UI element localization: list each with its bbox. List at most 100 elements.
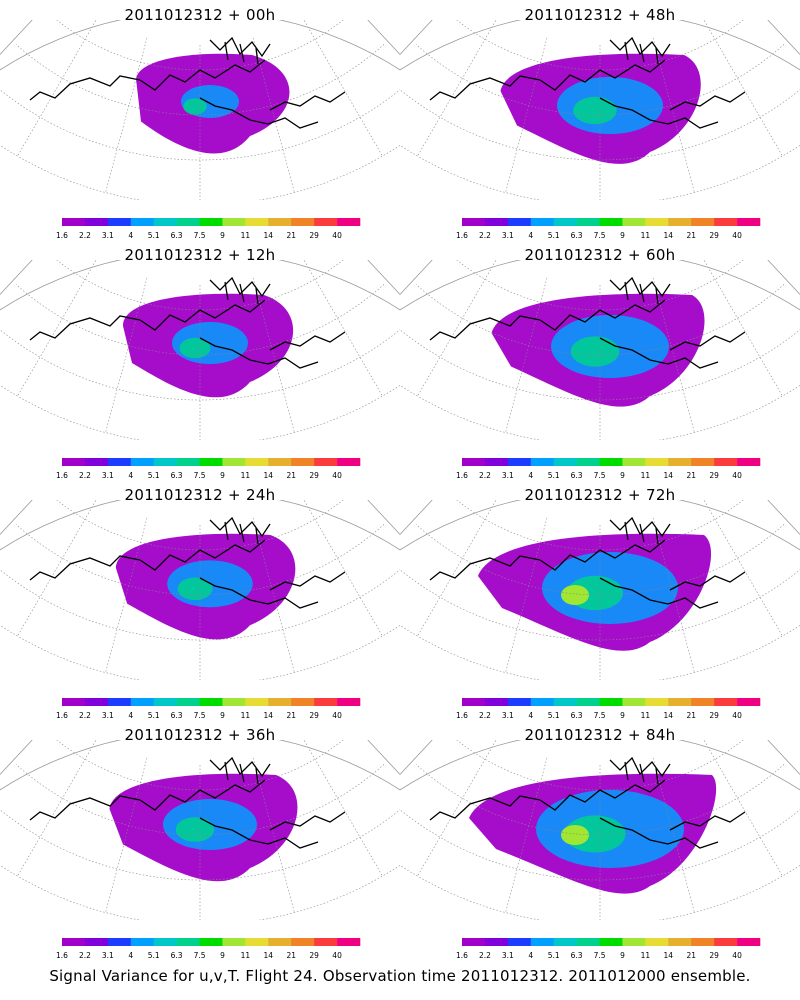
colorbar-label: 40 — [332, 951, 342, 960]
colorbar-swatch — [737, 218, 761, 226]
colorbar-swatch — [599, 218, 623, 226]
colorbar-label: 40 — [732, 471, 742, 480]
colorbar-swatch — [530, 458, 554, 466]
colorbar-label: 6.3 — [571, 711, 583, 720]
colorbar-label: 40 — [732, 711, 742, 720]
colorbar-swatch — [130, 698, 154, 706]
colorbar-label: 9 — [620, 231, 625, 240]
colorbar-label: 3.1 — [502, 231, 514, 240]
colorbar-label: 1.6 — [56, 231, 68, 240]
colorbar-swatch — [268, 458, 292, 466]
colorbar-swatch — [245, 458, 269, 466]
colorbar-label: 3.1 — [502, 711, 514, 720]
colorbar-label: 6.3 — [571, 471, 583, 480]
colorbar-label: 29 — [709, 231, 719, 240]
colorbar-swatch — [668, 458, 692, 466]
colorbar-label: 4 — [128, 231, 133, 240]
colorbar-label: 4 — [128, 951, 133, 960]
map-projection — [400, 20, 800, 200]
colorbar-label: 21 — [286, 471, 296, 480]
colorbar-label: 9 — [220, 471, 225, 480]
colorbar-swatch — [530, 218, 554, 226]
colorbar-label: 4 — [528, 711, 533, 720]
colorbar-label: 1.6 — [456, 951, 468, 960]
colorbar-swatch — [245, 698, 269, 706]
colorbar-swatch — [462, 938, 486, 946]
colorbar-label: 40 — [332, 231, 342, 240]
map-panel-p60: 2011012312 + 60h 1.6 2.2 3.1 4 5.1 6.3 7.5 9 11 14… — [400, 240, 800, 480]
map-boundary — [0, 260, 400, 311]
colorbar-label: 9 — [620, 471, 625, 480]
colorbar-label: 21 — [686, 711, 696, 720]
colorbar-label: 3.1 — [102, 231, 114, 240]
colorbar-label: 21 — [686, 951, 696, 960]
colorbar-swatch — [84, 218, 109, 226]
colorbar-label: 4 — [128, 711, 133, 720]
colorbar-swatch — [622, 458, 646, 466]
colorbar-swatch — [222, 458, 246, 466]
colorbar-label: 9 — [220, 951, 225, 960]
colorbar-label: 2.2 — [479, 711, 491, 720]
colorbar-swatch — [337, 218, 361, 226]
panel-title: 2011012312 + 60h — [524, 246, 676, 264]
map-panel-p00: 2011012312 + 00h 1.6 2.2 3.1 4 5.1 6.3 7.5 9 11 14… — [0, 0, 400, 240]
map-projection — [400, 260, 800, 440]
colorbar-swatch — [553, 218, 577, 226]
colorbar-label: 4 — [128, 471, 133, 480]
colorbar-swatch — [130, 938, 154, 946]
map-panel-p84: 2011012312 + 84h 1.6 2.2 3.1 4 5.1 6.3 7.5 9 11 14… — [400, 720, 800, 960]
variance-field — [500, 53, 701, 164]
colorbar-label: 3.1 — [102, 711, 114, 720]
colorbar-swatch — [484, 458, 509, 466]
colorbar-swatch — [222, 938, 246, 946]
coastlines — [429, 516, 746, 609]
variance-field — [136, 53, 290, 154]
colorbar-label: 9 — [620, 951, 625, 960]
map-boundary — [400, 740, 800, 791]
colorbar: 1.6 2.2 3.1 4 5.1 6.3 7.5 9 11 14 21 29 40 — [56, 458, 361, 480]
colorbar-swatch — [245, 938, 269, 946]
colorbar-label: 1.6 — [56, 471, 68, 480]
colorbar-swatch — [84, 458, 109, 466]
colorbar-label: 7.5 — [594, 231, 606, 240]
colorbar-swatch — [691, 218, 715, 226]
map-boundary — [400, 500, 800, 551]
colorbar-label: 14 — [664, 951, 674, 960]
colorbar: 1.6 2.2 3.1 4 5.1 6.3 7.5 9 11 14 21 29 40 — [56, 218, 361, 240]
colorbar-label: 11 — [641, 711, 651, 720]
colorbar-label: 7.5 — [594, 711, 606, 720]
colorbar-swatch — [645, 938, 669, 946]
colorbar-swatch — [507, 218, 532, 226]
colorbar-swatch — [245, 218, 269, 226]
colorbar-label: 5.1 — [148, 711, 160, 720]
colorbar: 1.6 2.2 3.1 4 5.1 6.3 7.5 9 11 14 21 29 40 — [56, 698, 361, 720]
colorbar-swatch — [507, 458, 532, 466]
colorbar-label: 21 — [286, 951, 296, 960]
colorbar-label: 6.3 — [171, 471, 183, 480]
colorbar-swatch — [153, 698, 177, 706]
colorbar-label: 11 — [241, 231, 251, 240]
colorbar-swatch — [714, 458, 738, 466]
colorbar-label: 14 — [264, 711, 274, 720]
colorbar-swatch — [153, 458, 177, 466]
colorbar-label: 1.6 — [456, 231, 468, 240]
colorbar-label: 3.1 — [102, 951, 114, 960]
colorbar-label: 6.3 — [171, 231, 183, 240]
colorbar-swatch — [314, 458, 338, 466]
colorbar-swatch — [176, 938, 200, 946]
colorbar-label: 29 — [709, 711, 719, 720]
colorbar-swatch — [199, 698, 223, 706]
coastlines — [29, 756, 346, 849]
colorbar-swatch — [553, 458, 577, 466]
colorbar-swatch — [176, 218, 200, 226]
map-boundary — [400, 20, 800, 71]
colorbar-swatch — [553, 698, 577, 706]
panel-title: 2011012312 + 00h — [124, 6, 276, 24]
colorbar-swatch — [199, 458, 223, 466]
colorbar-label: 2.2 — [79, 471, 91, 480]
colorbar-label: 7.5 — [194, 471, 206, 480]
map-panel-p12: 2011012312 + 12h 1.6 2.2 3.1 4 5.1 6.3 7.5 9 11 14… — [0, 240, 400, 480]
colorbar-swatch — [222, 698, 246, 706]
coastlines — [429, 276, 746, 369]
field-region-high — [573, 96, 617, 125]
